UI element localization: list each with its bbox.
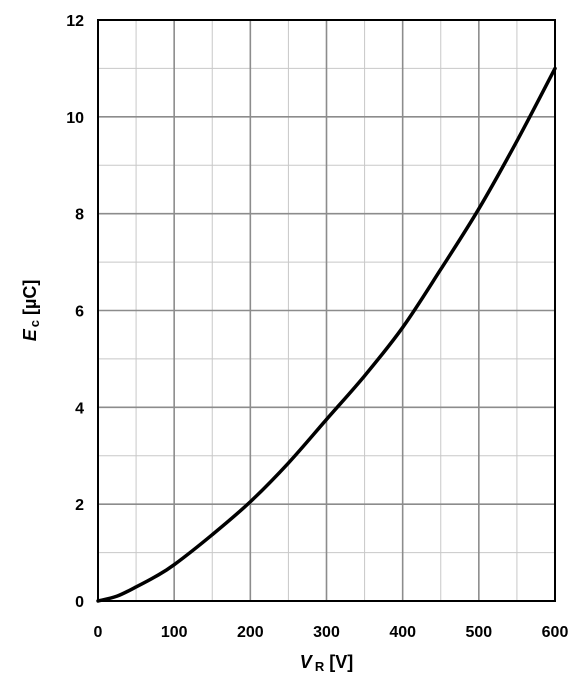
series-line-0: [96, 66, 557, 603]
x-tick-label: 500: [465, 624, 492, 641]
x-axis-unit: [V]: [324, 652, 353, 672]
y-tick-label: 6: [75, 304, 84, 321]
y-tick-label: 10: [66, 110, 84, 127]
x-axis-symbol: V: [300, 652, 314, 672]
x-axis-subscript: R: [315, 659, 325, 674]
data-series: [96, 66, 557, 603]
x-axis-tick-labels: 0 100 200 300 400 500 600: [94, 624, 569, 641]
y-axis-title: Ec [µC]: [20, 280, 42, 342]
y-axis-title-group: Ec [µC]: [20, 280, 42, 342]
y-axis-unit: [µC]: [20, 280, 40, 320]
y-tick-label: 8: [75, 207, 84, 224]
y-axis-symbol: E: [20, 328, 40, 341]
plot-area-frame: [97, 19, 556, 602]
x-tick-label: 200: [237, 624, 264, 641]
y-tick-label: 4: [75, 400, 84, 417]
y-axis-tick-labels: 0 2 4 6 8 10 12: [66, 13, 84, 611]
major-gridlines: [98, 20, 555, 601]
x-tick-label: 0: [94, 624, 103, 641]
x-tick-label: 600: [542, 624, 569, 641]
x-tick-label: 100: [161, 624, 188, 641]
y-axis-subscript: c: [27, 320, 42, 327]
x-tick-label: 300: [313, 624, 340, 641]
y-tick-label: 2: [75, 497, 84, 514]
x-tick-label: 400: [389, 624, 416, 641]
y-tick-label: 0: [75, 594, 84, 611]
y-tick-label: 12: [66, 13, 84, 30]
